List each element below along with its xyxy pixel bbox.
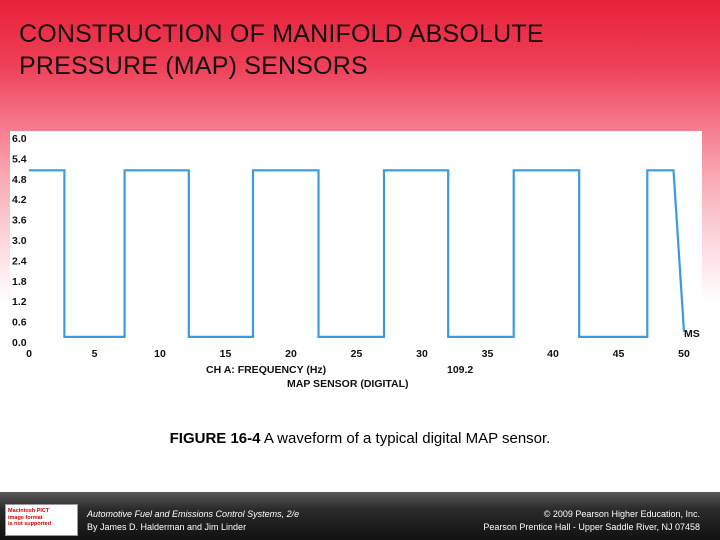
copyright-line: © 2009 Pearson Higher Education, Inc. — [543, 509, 700, 519]
badge-line: Macintosh PICT — [8, 508, 50, 514]
x-tick-label: 10 — [154, 348, 166, 360]
x-tick-label: 30 — [416, 348, 428, 360]
caption-text: A waveform of a typical digital MAP sens… — [260, 430, 551, 447]
waveform-chart: 0.0 0.6 1.2 1.8 2.4 3.0 3.6 4.2 4.8 5.4 6.0 0 5 10 15… — [12, 133, 700, 390]
sensor-label: MAP SENSOR (DIGITAL) — [287, 378, 409, 390]
frequency-value: 109.2 — [447, 364, 473, 376]
y-tick-label: 3.0 — [12, 235, 27, 247]
y-axis-ticks: 0.0 0.6 1.2 1.8 2.4 3.0 3.6 4.2 4.8 5.4 6.0 — [12, 133, 27, 349]
badge-line: image format — [8, 514, 43, 521]
x-tick-label: 5 — [92, 348, 98, 360]
x-tick-label: 20 — [285, 348, 297, 360]
x-tick-label: 0 — [26, 348, 32, 360]
channel-label: CH A: FREQUENCY (Hz) — [206, 364, 326, 376]
x-tick-label: 40 — [547, 348, 559, 360]
y-tick-label: 5.4 — [12, 153, 27, 165]
badge-line: is not supported — [8, 521, 52, 527]
y-tick-label: 3.6 — [12, 215, 27, 227]
footer-book-credit: Automotive Fuel and Emissions Control Sy… — [87, 508, 299, 534]
book-title: Automotive Fuel and Emissions Control Sy… — [87, 509, 300, 519]
y-tick-label: 1.8 — [12, 276, 27, 288]
x-tick-label: 50 — [678, 348, 690, 360]
x-tick-label: 25 — [351, 348, 363, 360]
publisher-line: Pearson Prentice Hall - Upper Saddle Riv… — [483, 522, 700, 532]
slide-footer: Macintosh PICT image format is not suppo… — [0, 492, 720, 540]
x-tick-label: 45 — [613, 348, 625, 360]
x-tick-label: 15 — [220, 348, 232, 360]
footer-copyright: © 2009 Pearson Higher Education, Inc. Pe… — [483, 508, 700, 534]
y-tick-label: 0.6 — [12, 317, 27, 329]
y-tick-label: 0.0 — [12, 337, 27, 349]
x-tick-label: 35 — [482, 348, 494, 360]
x-axis-unit-label: MS — [684, 328, 700, 340]
x-axis-ticks: 0 5 10 15 20 25 30 35 40 45 50 — [26, 348, 690, 360]
title-line-2: PRESSURE (MAP) SENSORS — [19, 52, 368, 80]
slide-title: CONSTRUCTION OF MANIFOLD ABSOLUTE PRESSU… — [19, 18, 709, 82]
series-layer — [29, 169, 686, 338]
waveform-series-line — [29, 169, 686, 338]
book-authors: By James D. Halderman and Jim Linder — [87, 522, 247, 532]
y-tick-label: 2.4 — [12, 255, 27, 267]
y-tick-label: 1.2 — [12, 296, 27, 308]
caption-label: FIGURE 16-4 — [169, 430, 261, 447]
waveform-figure: 0.0 0.6 1.2 1.8 2.4 3.0 3.6 4.2 4.8 5.4 6.0 0 5 10 15… — [10, 131, 702, 395]
y-tick-label: 4.2 — [12, 194, 27, 206]
figure-caption: FIGURE 16-4 A waveform of a typical digi… — [0, 430, 720, 447]
y-tick-label: 6.0 — [12, 133, 27, 145]
y-tick-label: 4.8 — [12, 174, 27, 186]
unsupported-image-placeholder: Macintosh PICT image format is not suppo… — [5, 504, 78, 536]
title-line-1: CONSTRUCTION OF MANIFOLD ABSOLUTE — [19, 20, 544, 48]
